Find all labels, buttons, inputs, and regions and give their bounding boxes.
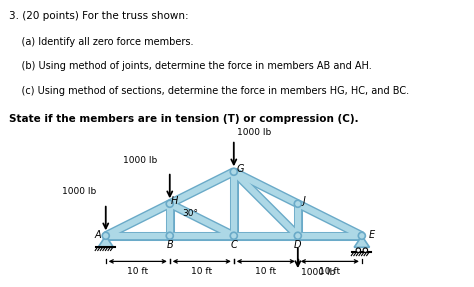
Text: 1000 lb: 1000 lb	[62, 187, 96, 196]
Polygon shape	[354, 236, 370, 247]
Circle shape	[294, 232, 301, 239]
Text: E: E	[368, 230, 374, 239]
Text: 1000 lb: 1000 lb	[237, 127, 271, 137]
Circle shape	[356, 248, 361, 253]
Text: 10 ft: 10 ft	[319, 267, 340, 276]
Circle shape	[166, 200, 173, 207]
Text: 10 ft: 10 ft	[255, 267, 276, 276]
Text: State if the members are in tension (T) or compression (C).: State if the members are in tension (T) …	[9, 114, 359, 124]
Circle shape	[358, 232, 365, 239]
Text: 3. (20 points) For the truss shown:: 3. (20 points) For the truss shown:	[9, 11, 189, 22]
Text: 1000 lb: 1000 lb	[123, 156, 157, 165]
Circle shape	[294, 200, 301, 207]
Text: 1000 lb: 1000 lb	[301, 268, 335, 278]
Polygon shape	[98, 236, 113, 247]
Text: (a) Identify all zero force members.: (a) Identify all zero force members.	[9, 37, 194, 47]
Text: 10 ft: 10 ft	[127, 267, 148, 276]
Text: G: G	[237, 164, 244, 174]
Text: C: C	[230, 241, 237, 250]
Text: A: A	[95, 230, 101, 239]
Text: 10 ft: 10 ft	[191, 267, 212, 276]
Circle shape	[102, 232, 109, 239]
Text: 30°: 30°	[182, 209, 199, 218]
Circle shape	[166, 232, 173, 239]
Text: J: J	[303, 195, 306, 205]
Text: H: H	[171, 195, 179, 205]
Circle shape	[230, 168, 237, 175]
Text: (c) Using method of sections, determine the force in members HG, HC, and BC.: (c) Using method of sections, determine …	[9, 86, 410, 96]
Text: D: D	[294, 241, 301, 250]
Text: B: B	[166, 241, 173, 250]
Circle shape	[363, 248, 368, 253]
Circle shape	[230, 232, 237, 239]
Text: (b) Using method of joints, determine the force in members AB and AH.: (b) Using method of joints, determine th…	[9, 61, 372, 71]
